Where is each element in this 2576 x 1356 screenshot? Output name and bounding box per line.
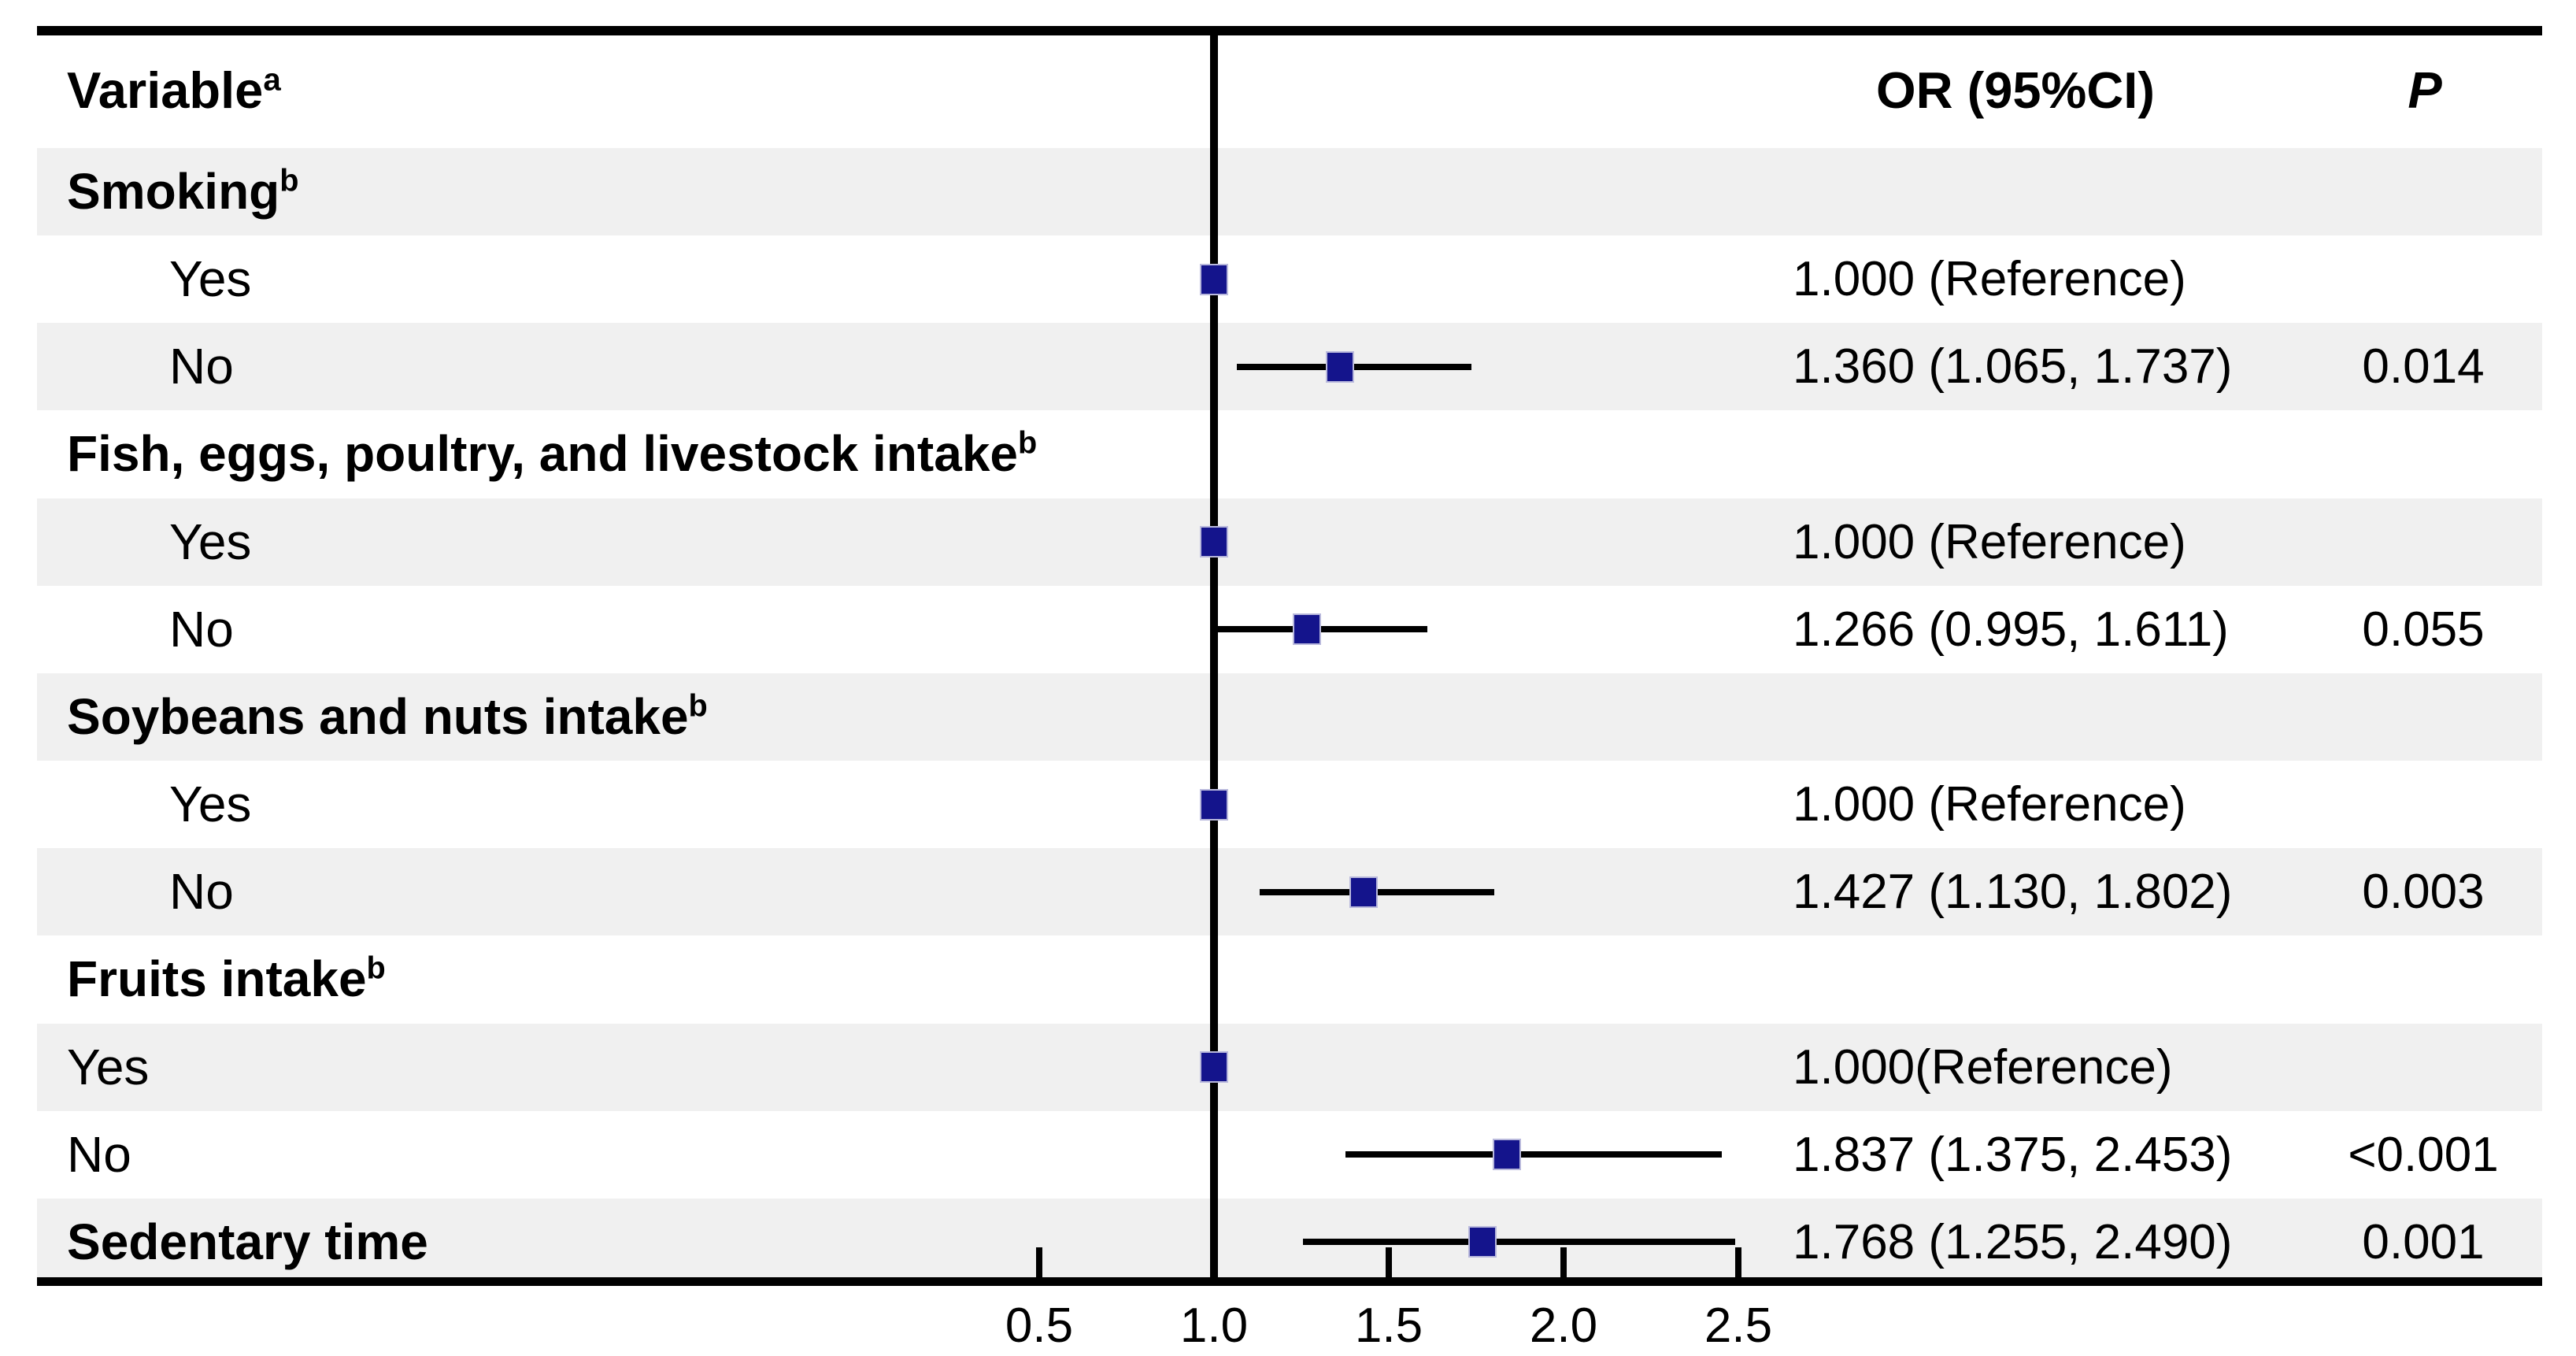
ci-line (1236, 363, 1472, 370)
p-column-header: P (2408, 61, 2442, 119)
ci-line (1345, 1151, 1723, 1158)
or-marker (1325, 350, 1354, 383)
footnote-superscript: b (279, 163, 299, 198)
or-value: 1.768 (1.255, 2.490) (1793, 1214, 2233, 1269)
or-marker (1200, 788, 1228, 821)
row-shade-band (37, 498, 2542, 586)
row-label: Yes (169, 250, 252, 308)
row-label: No (67, 1125, 131, 1183)
x-tick-label: 1.5 (1354, 1299, 1423, 1353)
x-tick-mark (1560, 1247, 1567, 1277)
x-tick-mark (1211, 1247, 1217, 1277)
or-marker (1200, 263, 1228, 295)
x-tick-label: 2.0 (1529, 1299, 1598, 1353)
variable-column-header: Variablea (67, 61, 281, 119)
reference-line (1210, 35, 1218, 1286)
top-border-line (37, 26, 2542, 35)
x-tick-mark (1036, 1247, 1042, 1277)
or-value: 1.000 (Reference) (1793, 252, 2186, 307)
x-tick-label: 0.5 (1005, 1299, 1074, 1353)
or-value: 1.360 (1.065, 1.737) (1793, 339, 2233, 395)
or-column-header: OR (95%CI) (1876, 61, 2155, 119)
row-shade-band (37, 1023, 2542, 1111)
x-axis-line (37, 1277, 2542, 1286)
or-marker (1492, 1139, 1521, 1171)
or-marker (1200, 526, 1228, 558)
row-label: Smokingb (67, 163, 299, 220)
x-tick-label: 2.5 (1704, 1299, 1773, 1353)
or-value: 1.000 (Reference) (1793, 777, 2186, 832)
p-value: 0.014 (2362, 339, 2485, 395)
or-marker (1200, 1051, 1228, 1084)
row-label: No (169, 338, 234, 395)
footnote-superscript: b (688, 688, 708, 724)
row-shade-band (37, 672, 2542, 761)
row-shade-band (37, 1198, 2542, 1286)
ci-line (1303, 1239, 1735, 1246)
row-label: Soybeans and nuts intakeb (67, 687, 708, 745)
x-tick-label: 1.0 (1179, 1299, 1249, 1353)
or-value: 1.837 (1.375, 2.453) (1793, 1127, 2233, 1182)
or-marker (1293, 613, 1322, 646)
footnote-superscript: b (1018, 426, 1038, 461)
row-label: Sedentary time (67, 1213, 428, 1270)
variable-superscript: a (263, 61, 281, 98)
row-label: No (169, 600, 234, 658)
row-label: No (169, 863, 234, 921)
p-value: 0.001 (2362, 1214, 2485, 1269)
row-label: Fruits intakeb (67, 950, 386, 1008)
or-value: 1.266 (0.995, 1.611) (1793, 602, 2229, 657)
row-shade-band (37, 148, 2542, 236)
p-value: <0.001 (2348, 1127, 2499, 1182)
p-value: 0.055 (2362, 602, 2485, 657)
or-marker (1349, 876, 1378, 908)
row-label: Yes (169, 513, 252, 570)
or-value: 1.000(Reference) (1793, 1039, 2173, 1095)
row-label: Yes (169, 776, 252, 833)
footnote-superscript: b (366, 951, 386, 987)
or-value: 1.427 (1.130, 1.802) (1793, 865, 2233, 920)
x-tick-mark (1735, 1247, 1741, 1277)
row-label: Fish, eggs, poultry, and livestock intak… (67, 425, 1038, 483)
or-marker (1468, 1226, 1497, 1258)
or-value: 1.000 (Reference) (1793, 514, 2186, 569)
x-tick-mark (1386, 1247, 1392, 1277)
row-label: Yes (67, 1038, 150, 1095)
p-value: 0.003 (2362, 865, 2485, 920)
